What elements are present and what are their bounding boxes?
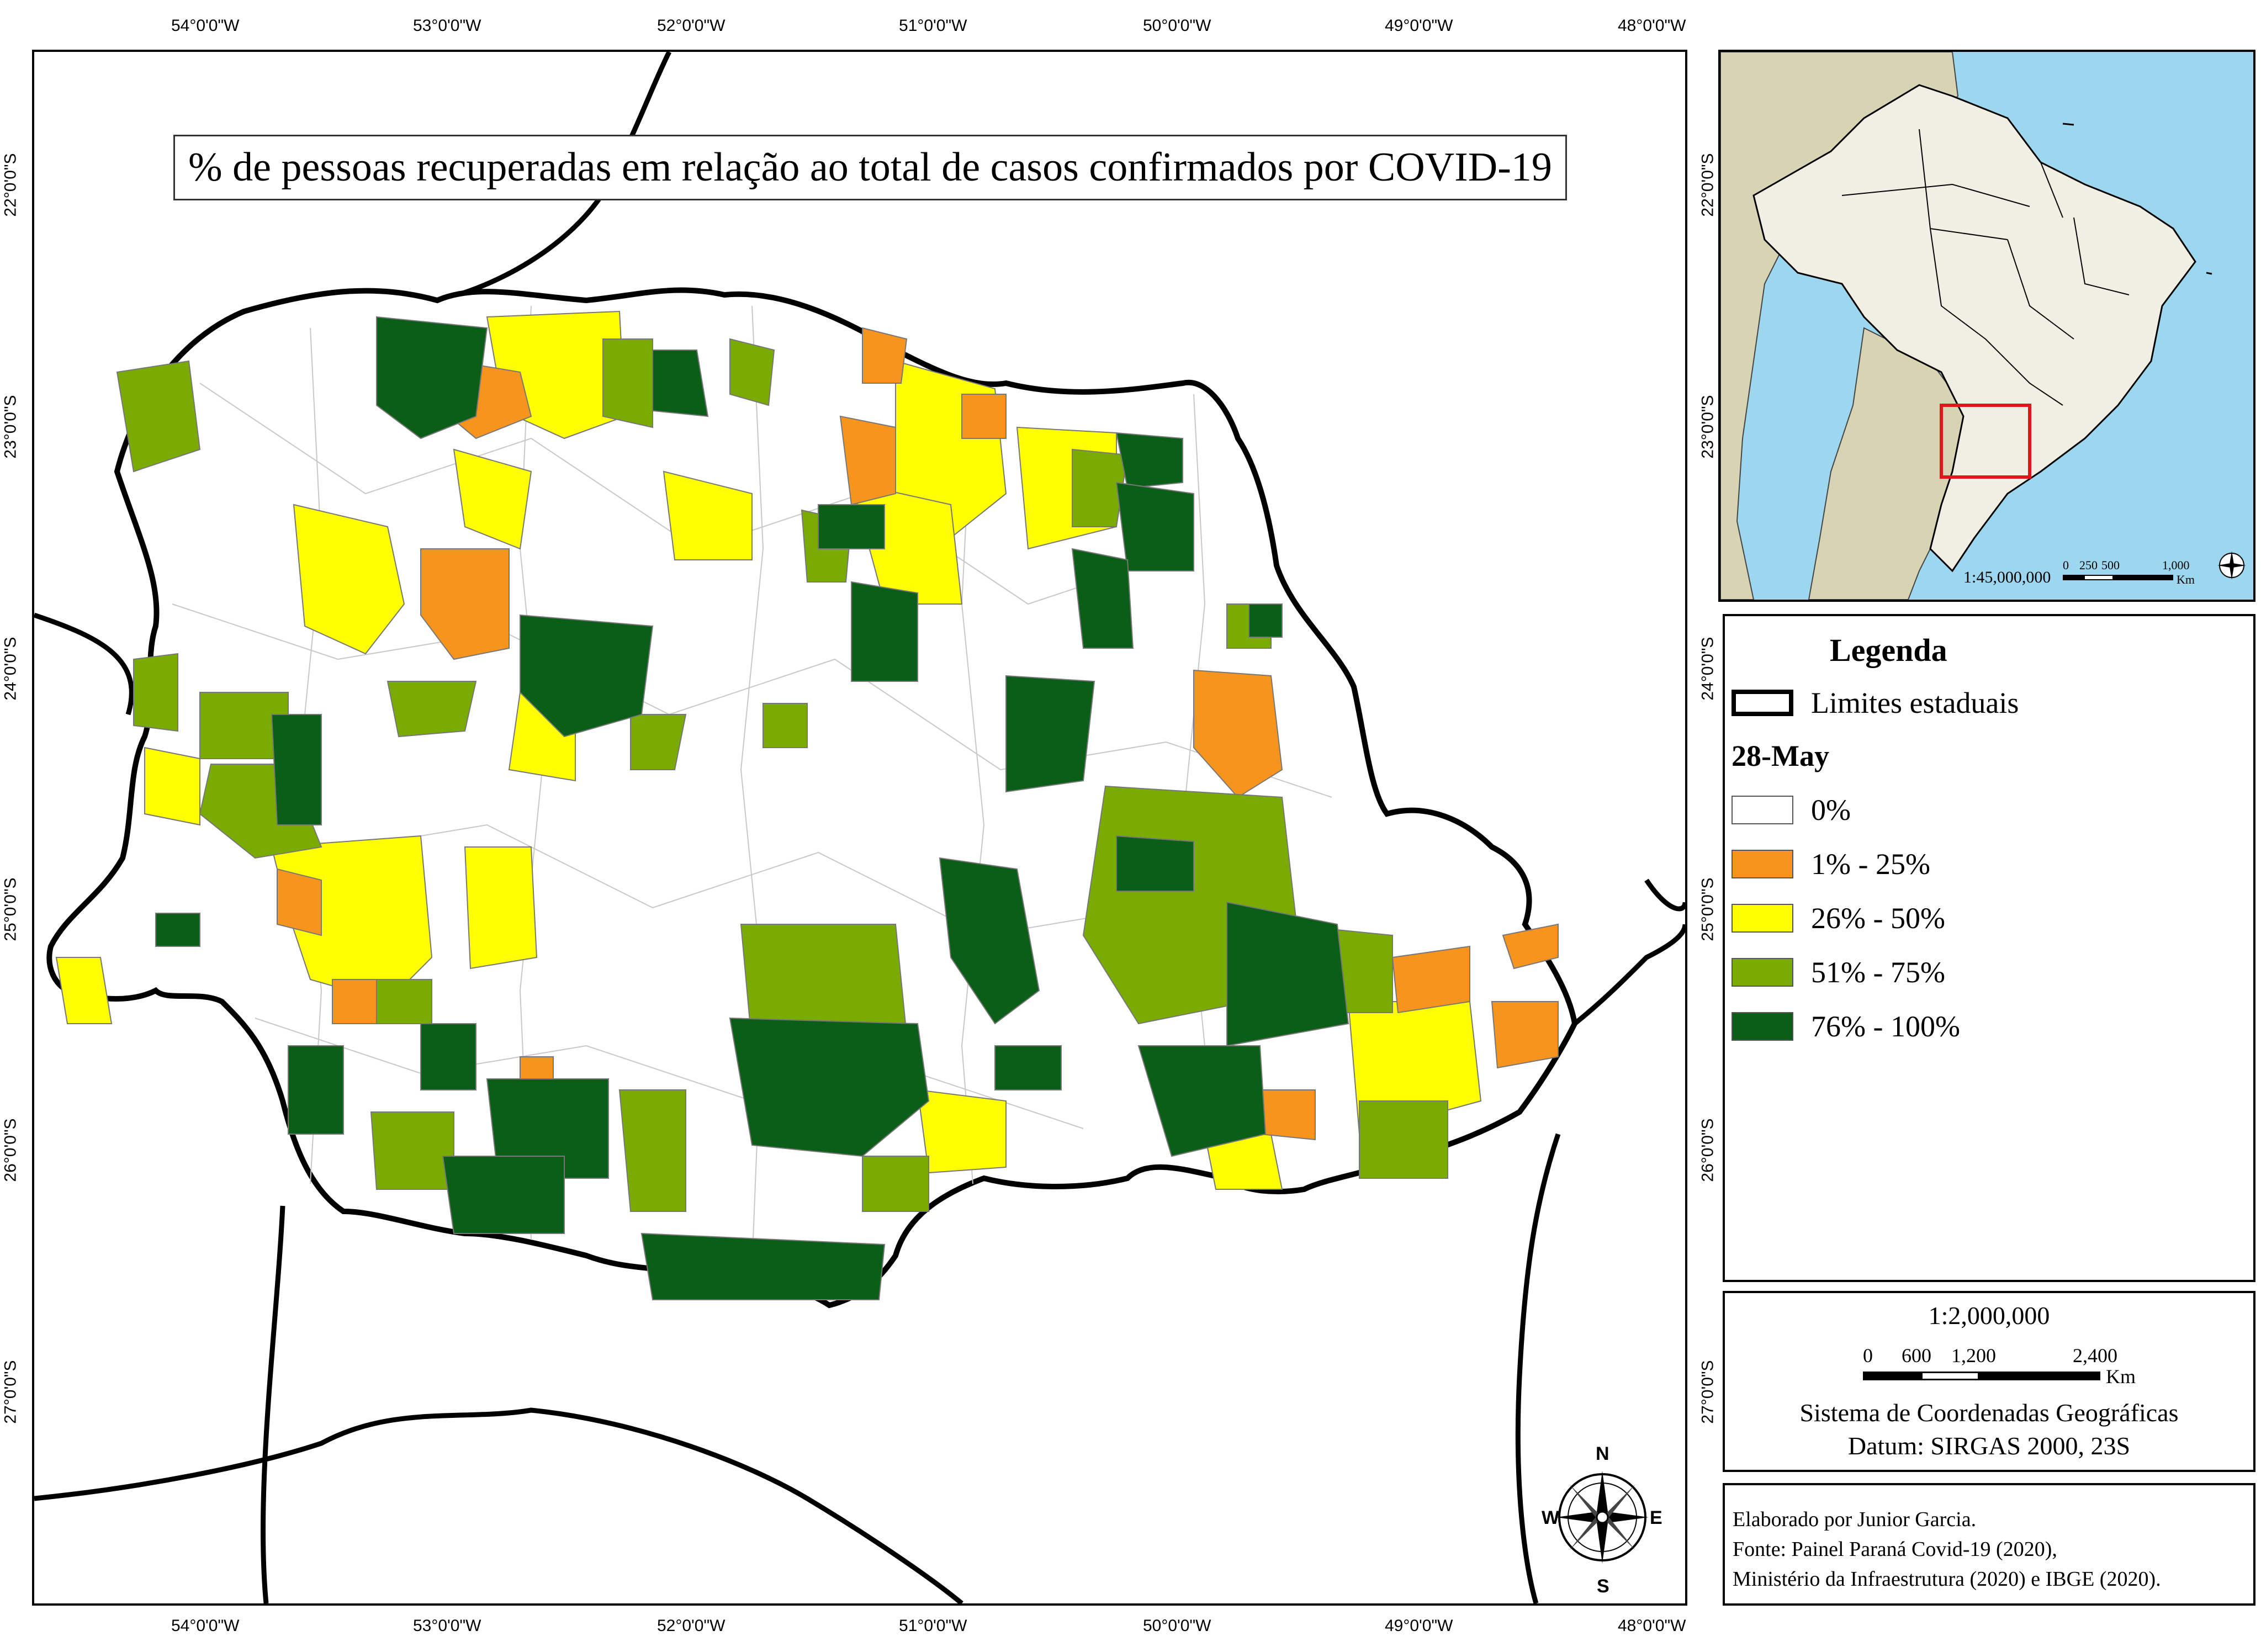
legend-row-class: 0% xyxy=(1732,791,1851,829)
inset-scale-bar: 0 250 500 1,000 Km xyxy=(2063,558,2195,590)
legend-swatch xyxy=(1732,796,1793,824)
latitude-label-right: 26°0'0"S xyxy=(1698,1118,1717,1182)
latitude-label-right: 22°0'0"S xyxy=(1698,153,1717,217)
coordinate-system: Sistema de Coordenadas Geográficas xyxy=(1799,1399,2179,1427)
inset-highlight-box xyxy=(1940,404,2031,479)
compass-south-label: S xyxy=(1597,1576,1609,1597)
class-orange-municipalities xyxy=(277,327,1559,1141)
datum: Datum: SIRGAS 2000, 23S xyxy=(1847,1432,2131,1460)
scale-unit: Km xyxy=(2106,1365,2136,1388)
legend-row-class: 26% - 50% xyxy=(1732,899,1945,938)
scale-tick: 600 xyxy=(1902,1344,1931,1367)
legend-swatch xyxy=(1732,904,1793,933)
inset-scale-tick: 1,000 xyxy=(2162,558,2190,572)
latitude-label-left: 26°0'0"S xyxy=(1,1118,20,1182)
latitude-label-right: 27°0'0"S xyxy=(1698,1360,1717,1424)
legend-row-class: 76% - 100% xyxy=(1732,1007,1960,1046)
credit-source: Fonte: Painel Paraná Covid-19 (2020), xyxy=(1733,1538,2057,1561)
scale-tick: 1,200 xyxy=(1951,1344,1996,1367)
compass-rose: N W E S xyxy=(1542,1443,1663,1598)
latitude-label-left: 25°0'0"S xyxy=(1,877,20,941)
inset-scale-tick: 500 xyxy=(2101,558,2120,572)
class-light-green-municipalities xyxy=(116,338,1448,1212)
longitude-label-bottom: 51°0'0"W xyxy=(899,1617,967,1635)
scale-panel: 1:2,000,000 0 600 1,200 2,400 Km Sistema… xyxy=(1723,1291,2255,1472)
credits-panel: Elaborado por Junior Garcia. Fonte: Pain… xyxy=(1723,1483,2255,1606)
compass-north-label: N xyxy=(1596,1443,1609,1464)
longitude-label-top: 54°0'0"W xyxy=(171,17,240,35)
inset-brazil xyxy=(1752,84,2196,573)
legend-label: 0% xyxy=(1811,793,1851,827)
latitude-label-left: 23°0'0"S xyxy=(1,395,20,459)
latitude-label-left: 24°0'0"S xyxy=(1,637,20,701)
latitude-label-left: 22°0'0"S xyxy=(1,153,20,217)
inset-south-america xyxy=(1720,52,2212,600)
longitude-label-bottom: 49°0'0"W xyxy=(1385,1617,1453,1635)
state-borders xyxy=(34,52,1685,1603)
longitude-label-top: 50°0'0"W xyxy=(1143,17,1211,35)
latitude-label-left: 27°0'0"S xyxy=(1,1360,20,1424)
legend-swatch xyxy=(1732,850,1793,878)
scale-ratio: 1:2,000,000 xyxy=(1928,1301,2050,1330)
legend-label: 76% - 100% xyxy=(1811,1010,1960,1043)
latitude-label-right: 25°0'0"S xyxy=(1698,877,1717,941)
compass-icon xyxy=(1556,1471,1649,1564)
map-title: % de pessoas recuperadas em relação ao t… xyxy=(173,135,1567,200)
legend-swatch xyxy=(1732,958,1793,987)
parana-choropleth xyxy=(34,52,1685,1603)
legend-row-class: 51% - 75% xyxy=(1732,953,1945,992)
class-dark-green-municipalities xyxy=(155,316,1349,1300)
legend-label: Limites estaduais xyxy=(1811,686,2019,719)
longitude-label-bottom: 52°0'0"W xyxy=(657,1617,726,1635)
credit-author: Elaborado por Junior Garcia. xyxy=(1733,1508,1977,1531)
longitude-label-bottom: 53°0'0"W xyxy=(413,1617,481,1635)
latitude-label-right: 23°0'0"S xyxy=(1698,395,1717,459)
credit-source: Ministério da Infraestrutura (2020) e IB… xyxy=(1733,1568,2161,1591)
compass-east-label: E xyxy=(1650,1507,1662,1528)
legend-title: Legenda xyxy=(1830,632,1947,668)
inset-scale-tick: 0 xyxy=(2063,558,2069,572)
legend-row-boundary: Limites estaduais xyxy=(1732,684,2019,722)
legend-swatch xyxy=(1732,1012,1793,1041)
inset-scale-unit: Km xyxy=(2177,573,2195,586)
longitude-label-bottom: 48°0'0"W xyxy=(1618,1617,1686,1635)
longitude-label-top: 51°0'0"W xyxy=(899,17,967,35)
legend-label: 51% - 75% xyxy=(1811,956,1945,989)
scale-tick: 0 xyxy=(1863,1344,1873,1367)
scale-tick: 2,400 xyxy=(2073,1344,2117,1367)
scale-bar: 0 600 1,200 2,400 Km xyxy=(1863,1344,2150,1388)
inset-scale-ratio: 1:45,000,000 xyxy=(1963,568,2051,586)
legend-panel: Legenda Limites estaduais 28-May 0% 1% -… xyxy=(1723,614,2255,1282)
legend-label: 26% - 50% xyxy=(1811,902,1945,935)
main-map: % de pessoas recuperadas em relação ao t… xyxy=(32,50,1687,1606)
inset-compass-icon xyxy=(2217,551,2246,580)
longitude-label-top: 52°0'0"W xyxy=(657,17,726,35)
longitude-label-bottom: 54°0'0"W xyxy=(171,1617,240,1635)
longitude-label-top: 53°0'0"W xyxy=(413,17,481,35)
inset-map: 1:45,000,000 0 250 500 1,000 Km xyxy=(1718,50,2255,602)
latitude-label-right: 24°0'0"S xyxy=(1698,637,1717,701)
legend-date: 28-May xyxy=(1732,739,1829,772)
boundary-swatch xyxy=(1732,690,1793,716)
longitude-label-top: 48°0'0"W xyxy=(1618,17,1686,35)
legend-label: 1% - 25% xyxy=(1811,848,1930,881)
longitude-label-bottom: 50°0'0"W xyxy=(1143,1617,1211,1635)
longitude-label-top: 49°0'0"W xyxy=(1385,17,1453,35)
compass-west-label: W xyxy=(1542,1507,1560,1528)
inset-scale-tick: 250 xyxy=(2079,558,2098,572)
legend-row-class: 1% - 25% xyxy=(1732,845,1930,883)
